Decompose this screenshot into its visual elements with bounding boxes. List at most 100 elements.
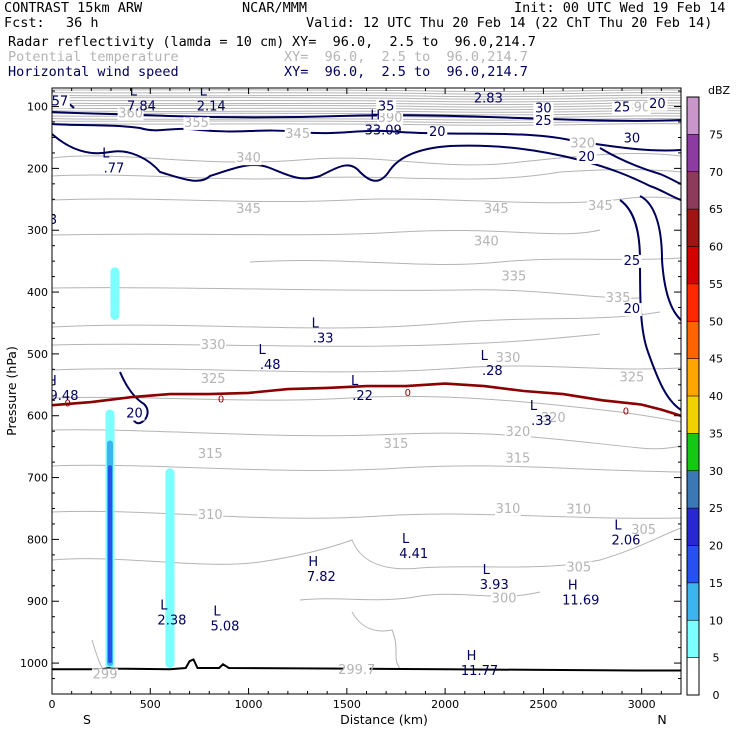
extremum-value: 7.84 [127,99,156,114]
theta-label: 325 [201,372,226,387]
wind-label-bg [52,214,63,228]
extremum-low-marker: L [530,399,538,414]
wind-label-bg [427,126,448,140]
terrain-line [52,658,681,672]
theta-label: 299.7 [338,663,375,678]
field-theta-xy: XY= 96.0, 2.5 to 96.0,214.7 [284,49,528,65]
y-tick-label: 300 [27,224,48,237]
theta-label: 330 [496,351,521,366]
header: CONTRAST 15km ARW NCAR/MMM Init: 00 UTC … [0,0,740,90]
theta-label-bg [200,372,227,386]
forecast-hour: 36 h [66,15,99,31]
theta-label-bg [587,199,614,213]
wind-label: 3 [49,213,57,228]
colorbar-label-50: 50 [709,315,723,328]
theta-label: 340 [474,235,499,250]
theta-label: 315 [384,437,409,452]
extremum-value: .77 [104,161,125,176]
wind-label-bg [612,101,633,115]
extremum-low-marker: L [614,519,622,534]
theta-label: 335 [502,269,527,284]
y-tick-label: 1000 [20,657,48,670]
reflectivity-column-0 [110,267,120,320]
zero-contour-line [52,382,681,417]
theta-label: 315 [198,447,223,462]
extremum-value: 3.93 [480,578,509,593]
colorbar-label-45: 45 [709,353,723,366]
extremum-value: 33.09 [365,124,402,139]
theta-label: 340 [236,151,261,166]
colorbar-label-0: 0 [713,689,720,702]
stratosphere-theta-contour [52,107,681,111]
wind-label-bg [533,102,554,116]
colorbar-swatch-25 [687,470,699,509]
extremum-low-marker: L [130,84,138,99]
reflectivity-layer [105,267,175,670]
wind-label: 20 [578,150,595,165]
valid-time: Valid: 12 UTC Thu 20 Feb 14 (22 ChT Thu … [306,15,713,31]
stratosphere-theta-contour [52,94,681,98]
wind-label: 20 [624,302,641,317]
colorbar-swatch-10 [687,582,699,621]
extremum-high-marker: H [370,109,380,124]
theta-label: 315 [505,452,530,467]
theta-label: 345 [236,202,261,217]
theta-label: 299 [93,668,118,683]
wind-label: 57 [52,94,69,109]
extremum-value: 5.08 [210,619,239,634]
theta-label-bg [565,561,592,575]
y-axis-label: Pressure (hPa) [4,346,19,436]
extremum-value: 11.69 [562,593,599,608]
extremum-value: 2.06 [611,534,640,549]
theta-label: 310 [198,508,223,523]
north-end-label: N [657,712,666,727]
organization: NCAR/MMM [242,0,308,16]
theta-label-bg [565,503,592,517]
colorbar-label-30: 30 [709,465,723,478]
field-reflectivity-name: Radar reflectivity (lamda = 10 cm) [8,34,285,50]
extremum-value: 2.14 [197,99,226,114]
extremum-low-marker: L [102,146,110,161]
axes: 0 500 1000 1500 2000 2500 30001002003004005006… [20,88,681,711]
colorbar-label-40: 40 [709,390,723,403]
field-reflectivity-xy: XY= 96.0, 2.5 to 96.0,214.7 [292,34,536,50]
colorbar-label-60: 60 [709,241,723,254]
wind-label: 25 [624,254,641,269]
colorbar-swatch-20 [687,508,699,546]
y-tick-label: 200 [27,162,48,175]
zero-contour-label: 0 [623,406,629,417]
y-tick-label: 400 [27,286,48,299]
theta-label-bg [183,116,210,130]
wind-label-bg [647,97,668,111]
extremum-high-marker: H [47,374,57,389]
field-wind-xy: XY= 96.0, 2.5 to 96.0,214.7 [284,64,528,80]
stratosphere-theta-contour [52,112,681,116]
stratosphere-theta-contour [52,104,681,108]
x-tick-label: 0 [49,698,56,711]
colorbar-swatch-65 [687,171,699,210]
theta-label: 310 [496,502,521,517]
colorbar-unit: dBZ [708,84,731,97]
theta-label-bg [382,437,409,451]
theta-label-bg [403,696,429,709]
colorbar-swatch-45 [687,321,699,359]
extremum-low-marker: L [312,316,320,331]
theta-label-bg [117,107,144,121]
zero-contour-label: 0 [405,388,411,399]
colorbar-swatch-50 [687,283,699,322]
theta-label-bg [569,137,596,151]
stratosphere-theta-contour [52,110,681,113]
colorbar-swatch-0 [687,657,699,695]
extremum-value: .33 [313,331,334,346]
stratosphere-theta-band [52,89,681,126]
colorbar-swatch-75 [687,97,699,135]
theta-label: 320 [570,136,595,151]
stratosphere-theta-contour [52,91,681,95]
colorbar-label-35: 35 [709,427,723,440]
theta-label-bg [377,112,404,126]
theta-label: 305 [566,561,591,576]
extrema-labels: L7.84L2.14L2.83H33.09L.77L.33L.48L.28L.2… [47,84,640,679]
colorbar-swatch-40 [687,358,699,396]
extremum-value: 2.83 [474,91,503,106]
